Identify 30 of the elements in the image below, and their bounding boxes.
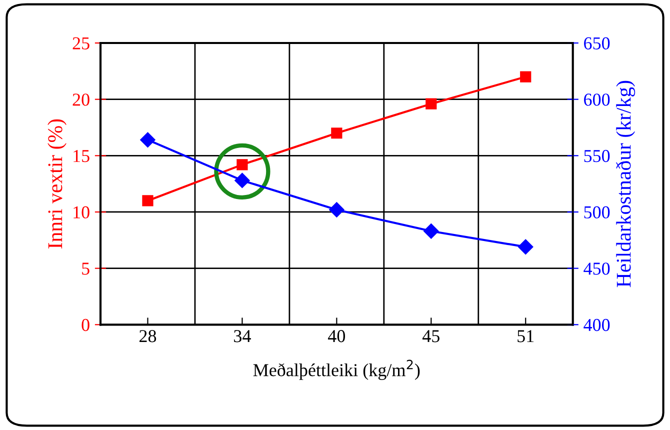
- y-axis-title: Innri vextir (%): [48, 119, 66, 248]
- x-tick-label: 40: [328, 330, 346, 342]
- x-axis-title: Meðalþéttleiki (kg/m$^{2}$): [253, 360, 420, 380]
- x-tick-label: 51: [518, 330, 534, 342]
- y2-tick-label: 550: [584, 150, 610, 162]
- point: [520, 71, 532, 82]
- y-tick-label: 15: [74, 150, 90, 162]
- y2-tick-label: 650: [584, 37, 610, 50]
- point: [234, 172, 250, 188]
- y-tick-label: 10: [74, 206, 90, 218]
- y2-tick-label: 450: [584, 262, 610, 275]
- point: [331, 128, 342, 139]
- point: [424, 224, 439, 239]
- point: [518, 239, 534, 254]
- y-tick-label: 0: [82, 318, 90, 332]
- y2-tick-label: 600: [584, 94, 610, 106]
- point: [236, 159, 248, 170]
- y-tick-label: 20: [72, 94, 90, 106]
- x-tick-label: 45: [422, 330, 440, 342]
- point: [329, 202, 344, 218]
- x-tick-label: 34: [234, 330, 251, 342]
- x-tick-label: 28: [140, 330, 156, 342]
- point: [140, 132, 156, 148]
- y-tick-label: 25: [72, 37, 90, 50]
- y-tick-label: 5: [82, 262, 90, 275]
- y2-tick-label: 400: [584, 318, 610, 332]
- y2-axis-title: Heildarkostnaður (kr/kg): [616, 80, 636, 288]
- y2-tick-label: 500: [584, 206, 610, 218]
- point: [142, 195, 154, 206]
- point: [426, 98, 437, 110]
